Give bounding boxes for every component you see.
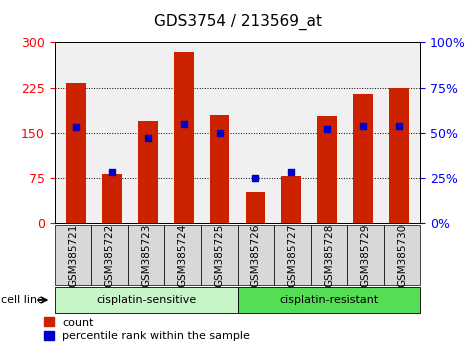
Bar	[389, 88, 408, 223]
Point	[216, 130, 223, 136]
Point	[144, 135, 152, 141]
Bar	[209, 115, 229, 223]
Point	[359, 123, 367, 129]
Bar	[174, 51, 194, 223]
Point	[287, 170, 295, 175]
Bar	[66, 84, 86, 223]
Point	[180, 121, 188, 127]
Text: cisplatin-resistant: cisplatin-resistant	[279, 295, 379, 305]
Text: GSM385723: GSM385723	[141, 223, 151, 287]
Bar	[138, 121, 158, 223]
Text: GSM385730: GSM385730	[397, 223, 407, 286]
Point	[395, 123, 403, 129]
Text: GSM385729: GSM385729	[361, 223, 370, 287]
Text: GSM385722: GSM385722	[104, 223, 114, 287]
Bar	[246, 192, 266, 223]
Text: GSM385721: GSM385721	[68, 223, 78, 287]
Text: GSM385728: GSM385728	[324, 223, 334, 287]
Bar	[102, 174, 122, 223]
Point	[323, 126, 331, 132]
Point	[72, 125, 80, 130]
Point	[252, 175, 259, 181]
Bar	[353, 94, 373, 223]
Text: GSM385727: GSM385727	[287, 223, 297, 287]
Legend: count, percentile rank within the sample: count, percentile rank within the sample	[44, 317, 250, 341]
Text: cell line: cell line	[1, 295, 44, 305]
Text: cisplatin-sensitive: cisplatin-sensitive	[96, 295, 196, 305]
Text: GSM385724: GSM385724	[178, 223, 188, 287]
Text: GSM385726: GSM385726	[251, 223, 261, 287]
Text: GDS3754 / 213569_at: GDS3754 / 213569_at	[153, 14, 322, 30]
Bar	[281, 176, 301, 223]
Point	[108, 170, 116, 175]
Bar	[317, 116, 337, 223]
Text: GSM385725: GSM385725	[214, 223, 224, 287]
